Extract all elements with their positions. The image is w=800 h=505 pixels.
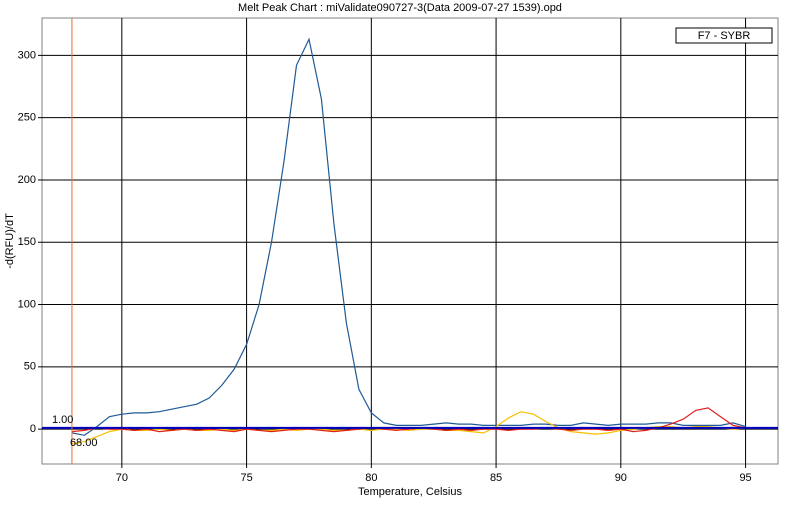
legend-label: F7 - SYBR	[698, 30, 751, 42]
series-line	[71, 37, 746, 436]
y-tick-label: 200	[18, 174, 36, 186]
y-tick-label: 0	[30, 423, 36, 435]
y-tick-label: 250	[18, 112, 36, 124]
threshold-label: 68.00	[70, 437, 98, 449]
chart-title: Melt Peak Chart : miValidate090727-3(Dat…	[238, 2, 562, 14]
x-axis-label: Temperature, Celsius	[358, 486, 462, 498]
y-tick-label: 50	[24, 361, 36, 373]
x-tick-label: 90	[615, 472, 627, 484]
x-tick-label: 85	[490, 472, 502, 484]
x-tick-label: 70	[116, 472, 128, 484]
series-line	[71, 407, 746, 433]
legend-box	[675, 27, 773, 44]
y-axis-label: -d(RFU)/dT	[4, 213, 16, 269]
x-tick-label: 75	[240, 472, 252, 484]
y-tick-label: 150	[18, 236, 36, 248]
y-tick-label: 100	[18, 298, 36, 310]
plot-area	[41, 17, 779, 465]
x-tick-label: 95	[739, 472, 751, 484]
x-tick-label: 80	[365, 472, 377, 484]
y-tick-label: 300	[18, 49, 36, 61]
threshold-label: 1.00	[52, 414, 73, 426]
